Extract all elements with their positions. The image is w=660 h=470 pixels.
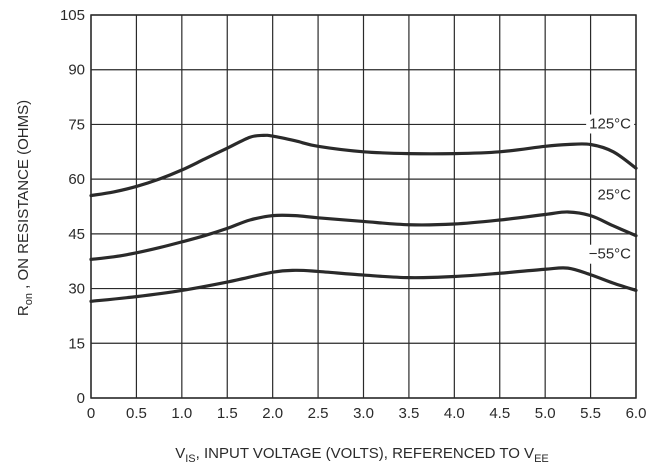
x-axis-label: VIS, INPUT VOLTAGE (VOLTS), REFERENCED T…: [175, 445, 549, 465]
x-tick-label: 0.5: [126, 405, 147, 422]
y-tick-label: 90: [68, 62, 85, 79]
x-tick-label: 4.5: [489, 405, 510, 422]
series-group: [89, 133, 638, 303]
x-tick-label: 0: [87, 405, 95, 422]
x-tick-label: 1.5: [217, 405, 238, 422]
y-tick-label: 30: [68, 281, 85, 298]
x-tick-label: 5.0: [535, 405, 556, 422]
series-label-bg: [594, 185, 635, 205]
series-line-1: [89, 210, 638, 261]
x-axis-label-prefix-sub: IS: [185, 453, 195, 465]
series-line-0: [89, 133, 638, 198]
y-tick-label: 75: [68, 116, 85, 133]
x-axis-label-main: , INPUT VOLTAGE (VOLTS), REFERENCED TO V: [196, 445, 534, 462]
x-tick-label: 1.0: [171, 405, 192, 422]
series-label-bg: [586, 114, 635, 134]
y-tick-label: 15: [68, 335, 85, 352]
series-label-0: 125°C: [589, 115, 631, 132]
x-tick-label: 6.0: [626, 405, 647, 422]
plot-frame: [90, 14, 637, 399]
x-tick-label: 3.0: [353, 405, 374, 422]
series-line-2: [89, 266, 638, 303]
y-axis-label-main: , ON RESISTANCE (OHMS): [15, 100, 32, 293]
x-tick-label: 4.0: [444, 405, 465, 422]
y-axis-ticks: 0 15 30 45 60 75 90 105: [60, 7, 85, 407]
series-label-bg: [585, 244, 635, 264]
x-tick-label: 3.5: [398, 405, 419, 422]
y-tick-label: 105: [60, 7, 85, 24]
y-tick-label: 0: [77, 390, 85, 407]
y-axis-label: Ron , ON RESISTANCE (OHMS): [15, 100, 35, 316]
series-label-1: 25°C: [597, 187, 631, 204]
x-axis-ticks: 0 0.5 1.0 1.5 2.0 2.5 3.0 3.5 4.0 4.5 5.0 5.5 6.0: [87, 405, 647, 422]
y-axis-label-prefix-sub: on: [23, 293, 35, 305]
series-label-2: −55°C: [589, 246, 631, 263]
y-tick-label: 45: [68, 226, 85, 243]
x-axis-label-suffix-sub: EE: [534, 453, 549, 465]
grid: [90, 14, 637, 399]
y-tick-label: 60: [68, 171, 85, 188]
x-tick-label: 2.5: [308, 405, 329, 422]
y-axis-label-prefix: R: [15, 305, 32, 316]
x-axis-label-prefix: V: [175, 445, 185, 462]
series-labels: 125°C 25°C −55°C: [585, 114, 635, 264]
x-tick-label: 2.0: [262, 405, 283, 422]
x-tick-label: 5.5: [580, 405, 601, 422]
